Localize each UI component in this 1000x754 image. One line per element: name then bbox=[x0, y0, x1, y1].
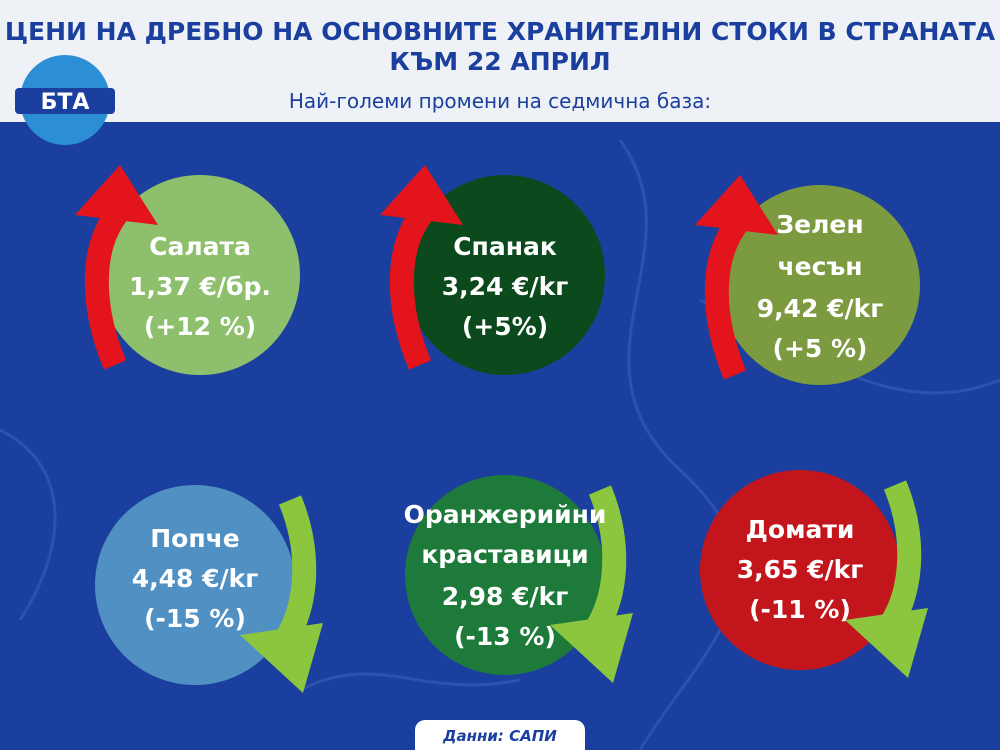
item-circle bbox=[100, 175, 300, 375]
arrow-head bbox=[550, 613, 633, 683]
item-change: (+5 %) bbox=[773, 334, 868, 363]
logo: БТА bbox=[15, 55, 115, 145]
item-change: (-11 %) bbox=[749, 595, 851, 624]
item-price: 1,37 €/бр. bbox=[129, 272, 271, 301]
footer-tab bbox=[415, 720, 585, 754]
item-price: 3,65 €/kг bbox=[737, 555, 864, 584]
item-price: 3,24 €/kг bbox=[442, 272, 569, 301]
item-price: 2,98 €/kг bbox=[442, 582, 569, 611]
item-name: Оранжерийни bbox=[404, 500, 607, 529]
item: Спанак 3,24 €/kг (+5%) bbox=[380, 165, 605, 375]
item-name: Спанак bbox=[453, 232, 557, 261]
item-price: 4,48 €/kг bbox=[132, 564, 259, 593]
item-change: (-13 %) bbox=[454, 622, 556, 651]
logo-band bbox=[15, 88, 115, 114]
arrow-head bbox=[75, 165, 158, 225]
item-price: 9,42 €/kг bbox=[757, 294, 884, 323]
item-circle bbox=[720, 185, 920, 385]
item-change: (-15 %) bbox=[144, 604, 246, 633]
item-name: Домати bbox=[746, 515, 855, 544]
source: Данни: САПИ bbox=[442, 727, 557, 745]
arrow-up bbox=[389, 202, 435, 370]
item: Зелен чесън 9,42 €/kг (+5 %) bbox=[695, 175, 920, 385]
logo-text: БТА bbox=[41, 90, 90, 115]
item: Попче 4,48 €/kг (-15 %) bbox=[95, 485, 323, 693]
item-name: Зелен bbox=[776, 210, 863, 239]
header-band bbox=[0, 0, 1000, 122]
item-name: чесън bbox=[778, 252, 863, 281]
arrow-head bbox=[695, 175, 778, 235]
title: ЦЕНИ НА ДРЕБНО НА ОСНОВНИТЕ ХРАНИТЕЛНИ С… bbox=[5, 17, 996, 46]
item-name: Салата bbox=[149, 232, 251, 261]
title: КЪМ 22 АПРИЛ bbox=[389, 47, 610, 76]
subtitle: Най-големи промени на седмична база: bbox=[289, 89, 711, 113]
item: Оранжерийни краставици 2,98 €/kг (-13 %) bbox=[404, 475, 633, 683]
arrow-head bbox=[380, 165, 463, 225]
item-name: краставици bbox=[421, 540, 588, 569]
arrow-up bbox=[84, 202, 130, 370]
arrow-up bbox=[704, 212, 750, 380]
arrow-head bbox=[845, 608, 928, 678]
item-change: (+12 %) bbox=[144, 312, 256, 341]
item: Домати 3,65 €/kг (-11 %) bbox=[700, 470, 928, 678]
item-change: (+5%) bbox=[462, 312, 548, 341]
item-circle bbox=[405, 175, 605, 375]
item: Салата 1,37 €/бр. (+12 %) bbox=[75, 165, 300, 375]
item-name: Попче bbox=[150, 524, 240, 553]
arrow-head bbox=[240, 623, 323, 693]
